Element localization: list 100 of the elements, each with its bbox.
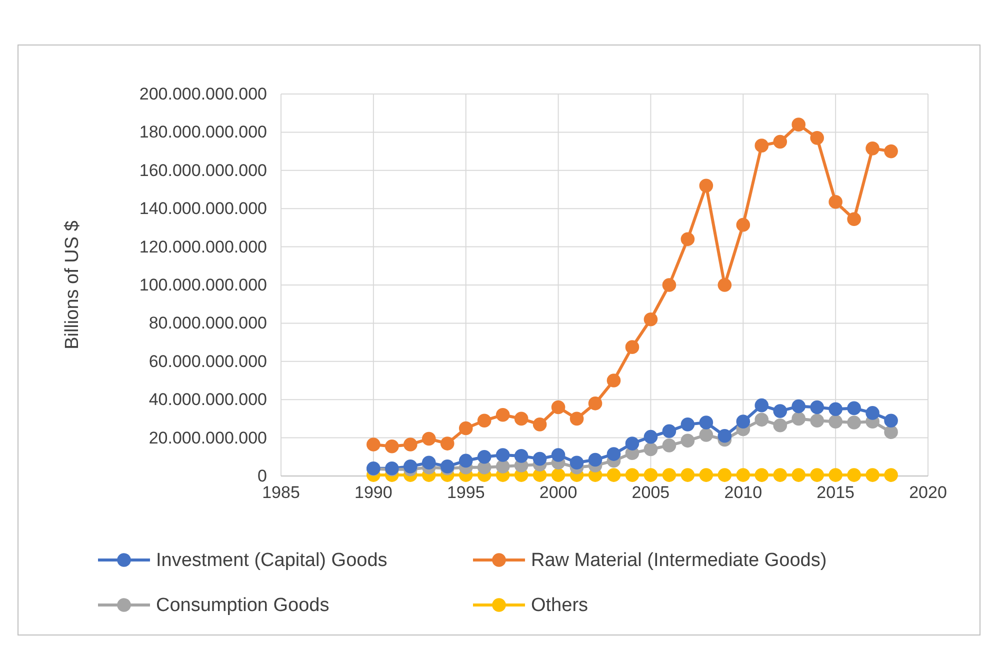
point	[718, 468, 732, 482]
point	[588, 396, 602, 410]
point	[625, 340, 640, 354]
x-tick-label: 1995	[446, 483, 485, 502]
point	[644, 468, 658, 482]
point	[754, 412, 769, 427]
point	[884, 468, 898, 482]
point	[422, 432, 436, 446]
x-tick-label: 2020	[909, 483, 947, 502]
point	[403, 460, 418, 474]
point	[606, 468, 621, 482]
point	[588, 452, 602, 467]
point	[847, 468, 861, 482]
point	[866, 468, 880, 482]
y-tick-label: 120.000.000.000	[139, 237, 267, 256]
y-tick-label: 160.000.000.000	[139, 160, 267, 180]
point	[496, 448, 510, 462]
point	[403, 438, 418, 452]
point	[680, 232, 695, 246]
x-tick-label: 2015	[816, 483, 854, 502]
point	[810, 400, 824, 414]
point	[644, 430, 658, 444]
y-axis-title: Billions of US $	[62, 220, 83, 350]
point	[532, 452, 547, 466]
y-tick-label: 0	[258, 466, 267, 486]
point	[699, 416, 714, 430]
point	[625, 436, 640, 450]
point	[680, 418, 695, 432]
point	[866, 406, 880, 420]
point	[680, 434, 695, 448]
point	[792, 118, 806, 132]
point	[422, 456, 436, 470]
legend-label: Consumption Goods	[156, 595, 330, 616]
point	[792, 399, 806, 414]
point	[385, 440, 399, 454]
point	[680, 468, 695, 482]
point	[551, 448, 566, 462]
point	[477, 450, 492, 464]
point	[551, 468, 566, 482]
point	[699, 178, 714, 193]
point	[551, 400, 566, 414]
point	[458, 421, 473, 436]
legend-label: Raw Material (Intermediate Goods)	[531, 550, 827, 571]
point	[773, 404, 788, 418]
point	[847, 401, 861, 416]
point	[810, 468, 824, 482]
x-tick-label: 2010	[724, 483, 762, 502]
point	[606, 374, 621, 388]
point	[532, 418, 547, 432]
point	[366, 438, 380, 452]
point	[810, 414, 824, 428]
point	[496, 460, 510, 474]
point	[625, 468, 640, 482]
point	[810, 131, 824, 145]
point	[847, 416, 861, 430]
point	[884, 414, 898, 428]
point	[440, 436, 454, 450]
point	[828, 414, 842, 428]
legend-label: Others	[531, 595, 588, 616]
point	[477, 414, 492, 428]
point	[718, 428, 732, 443]
point	[847, 212, 861, 226]
point	[570, 456, 584, 470]
point	[773, 468, 788, 482]
point	[662, 468, 676, 482]
point	[662, 438, 676, 452]
y-tick-label: 80.000.000.000	[148, 314, 267, 333]
point	[754, 398, 769, 412]
point	[662, 278, 676, 292]
x-tick-label: 1990	[354, 483, 392, 502]
y-tick-label: 40.000.000.000	[148, 390, 267, 410]
point	[458, 454, 473, 468]
x-tick-label: 2005	[632, 483, 670, 502]
y-tick-label: 180.000.000.000	[139, 122, 267, 142]
point	[644, 312, 658, 326]
point	[773, 134, 788, 149]
point	[884, 425, 898, 439]
point	[662, 424, 676, 438]
y-tick-label: 200.000.000.000	[139, 84, 267, 104]
y-tick-label: 60.000.000.000	[148, 352, 267, 371]
point	[828, 195, 842, 209]
point	[570, 412, 584, 426]
point	[792, 412, 806, 426]
x-tick-label: 2000	[539, 483, 578, 502]
point	[828, 468, 842, 482]
point	[606, 447, 621, 461]
point	[514, 449, 528, 463]
x-tick-label: 1985	[262, 483, 300, 502]
y-tick-label: 20.000.000.000	[148, 428, 267, 448]
y-tick-label: 100.000.000.000	[139, 275, 267, 294]
point	[792, 468, 806, 482]
point	[754, 468, 769, 482]
point	[718, 278, 732, 292]
point	[736, 218, 750, 232]
point	[773, 418, 788, 432]
point	[736, 468, 750, 482]
point	[754, 138, 769, 152]
point	[644, 442, 658, 456]
point	[866, 142, 880, 156]
point	[699, 428, 714, 442]
